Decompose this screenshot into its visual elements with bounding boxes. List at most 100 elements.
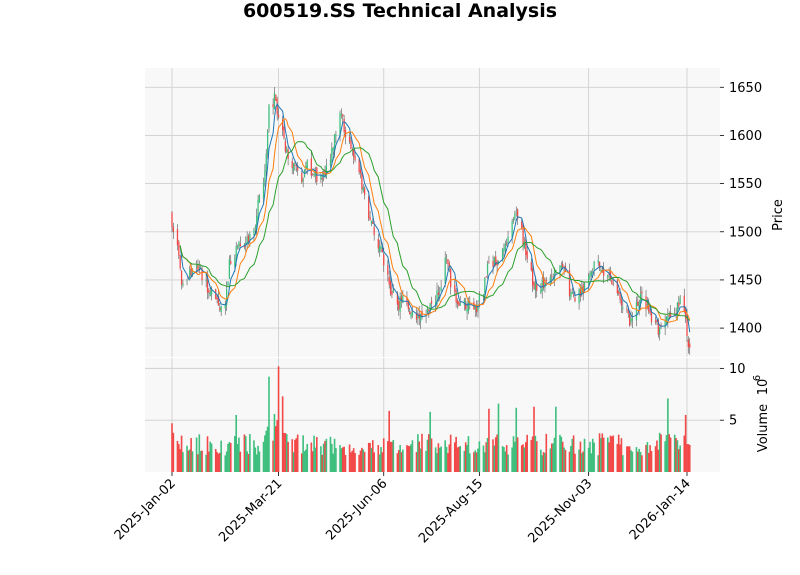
candle-body-67 — [301, 172, 303, 183]
candle-body-204 — [562, 263, 564, 268]
candle-body-50 — [266, 130, 269, 154]
xtick-label-4: 2025-Nov-03 — [525, 476, 595, 546]
candle-body-244 — [638, 301, 640, 310]
candle-body-83 — [331, 147, 333, 162]
candle-body-152 — [463, 299, 465, 305]
volume-bar-160 — [477, 448, 479, 472]
volume-bar-105 — [372, 440, 374, 472]
candle-body-37 — [243, 245, 246, 248]
candle-body-77 — [320, 175, 322, 180]
chart-title: 600519.SS Technical Analysis — [242, 0, 558, 22]
xtick-label-2: 2025-Jun-06 — [323, 476, 390, 543]
candle-body-224 — [600, 269, 602, 272]
volume-bar-182 — [520, 445, 523, 472]
volume-bar-97 — [358, 454, 360, 472]
volume-bar-266 — [679, 445, 681, 472]
candle-body-218 — [589, 273, 591, 278]
candle-body-107 — [377, 239, 379, 249]
volume-bar-161 — [478, 441, 481, 472]
volume-bar-2 — [176, 440, 179, 472]
volume-bar-57 — [281, 396, 284, 472]
ma-10-line — [179, 118, 691, 323]
volume-bar-221 — [593, 442, 595, 472]
volume-bar-261 — [669, 437, 672, 472]
candle-body-34 — [236, 246, 239, 248]
candle-body-167 — [492, 261, 494, 267]
candle-body-123 — [407, 302, 409, 310]
volume-bar-143 — [445, 446, 448, 472]
candle-body-175 — [506, 243, 508, 245]
xtick-label-3: 2025-Aug-15 — [416, 476, 486, 546]
candle-body-265 — [678, 303, 680, 307]
candle-body-179 — [514, 213, 516, 220]
volume-bar-86 — [335, 448, 337, 472]
volume-bar-154 — [466, 445, 468, 472]
candle-body-108 — [379, 246, 381, 252]
volume-bar-139 — [437, 443, 440, 472]
candle-body-75 — [314, 169, 317, 177]
candle-body-181 — [516, 209, 519, 219]
candle-body-84 — [332, 148, 334, 151]
volume-bar-171 — [497, 403, 500, 472]
candle-body-128 — [417, 315, 419, 319]
volume-bar-234 — [619, 444, 621, 472]
candle-body-20 — [209, 291, 211, 297]
volume-bar-198 — [550, 443, 553, 472]
candle-body-267 — [683, 295, 685, 312]
volume-bar-265 — [678, 449, 680, 472]
candle-body-54 — [275, 94, 277, 101]
volume-bar-131 — [421, 433, 423, 472]
candle-body-125 — [410, 313, 412, 318]
candle-body-173 — [503, 248, 505, 252]
xtick-label-5: 2026-Jan-14 — [627, 476, 694, 543]
candle-body-155 — [467, 300, 470, 311]
candle-body-185 — [525, 238, 527, 255]
volume-bar-49 — [265, 430, 268, 472]
volume-bar-42 — [253, 440, 255, 472]
volume-bar-40 — [247, 454, 250, 472]
candle-body-255 — [659, 326, 661, 335]
volume-bar-213 — [579, 441, 582, 472]
candle-body-21 — [210, 289, 213, 295]
volume-bar-231 — [612, 435, 615, 472]
volume-bar-44 — [255, 454, 258, 472]
volume-bar-246 — [641, 455, 643, 472]
volume-bar-106 — [373, 452, 375, 472]
candle-body-36 — [239, 243, 241, 247]
candle-body-153 — [465, 303, 467, 309]
price-ytick-label-2: 1500 — [729, 225, 762, 240]
volume-bar-240 — [630, 450, 632, 472]
volume-bar-18 — [206, 436, 209, 472]
volume-bar-271 — [688, 444, 691, 472]
candle-body-32 — [234, 258, 236, 268]
volume-bar-91 — [344, 455, 347, 472]
volume-bar-190 — [534, 435, 537, 472]
volume-bar-217 — [587, 447, 590, 472]
candle-body-115 — [391, 291, 393, 296]
volume-bar-150 — [458, 446, 460, 472]
volume-bar-88 — [340, 448, 343, 472]
candle-body-138 — [436, 290, 438, 304]
volume-bar-229 — [609, 435, 612, 472]
candle-body-0 — [171, 212, 173, 227]
candle-body-168 — [493, 257, 496, 265]
volume-bar-189 — [533, 406, 535, 472]
volume-bar-61 — [287, 441, 289, 472]
volume-bar-129 — [418, 441, 421, 472]
candle-body-235 — [620, 299, 623, 306]
volume-bar-27 — [224, 455, 227, 472]
volume-bar-137 — [434, 447, 437, 472]
volume-bar-103 — [369, 442, 371, 472]
volume-bar-29 — [227, 443, 229, 472]
volume-bar-12 — [195, 437, 198, 472]
candle-body-7 — [186, 280, 188, 282]
price-ytick-label-3: 1550 — [729, 177, 762, 192]
volume-bar-52 — [272, 440, 274, 472]
volume-bar-99 — [361, 447, 363, 472]
candle-body-176 — [507, 236, 509, 245]
candle-body-223 — [598, 261, 601, 269]
moving-average-lines — [179, 102, 691, 333]
candle-body-44 — [256, 216, 258, 230]
volume-bar-34 — [236, 443, 239, 472]
